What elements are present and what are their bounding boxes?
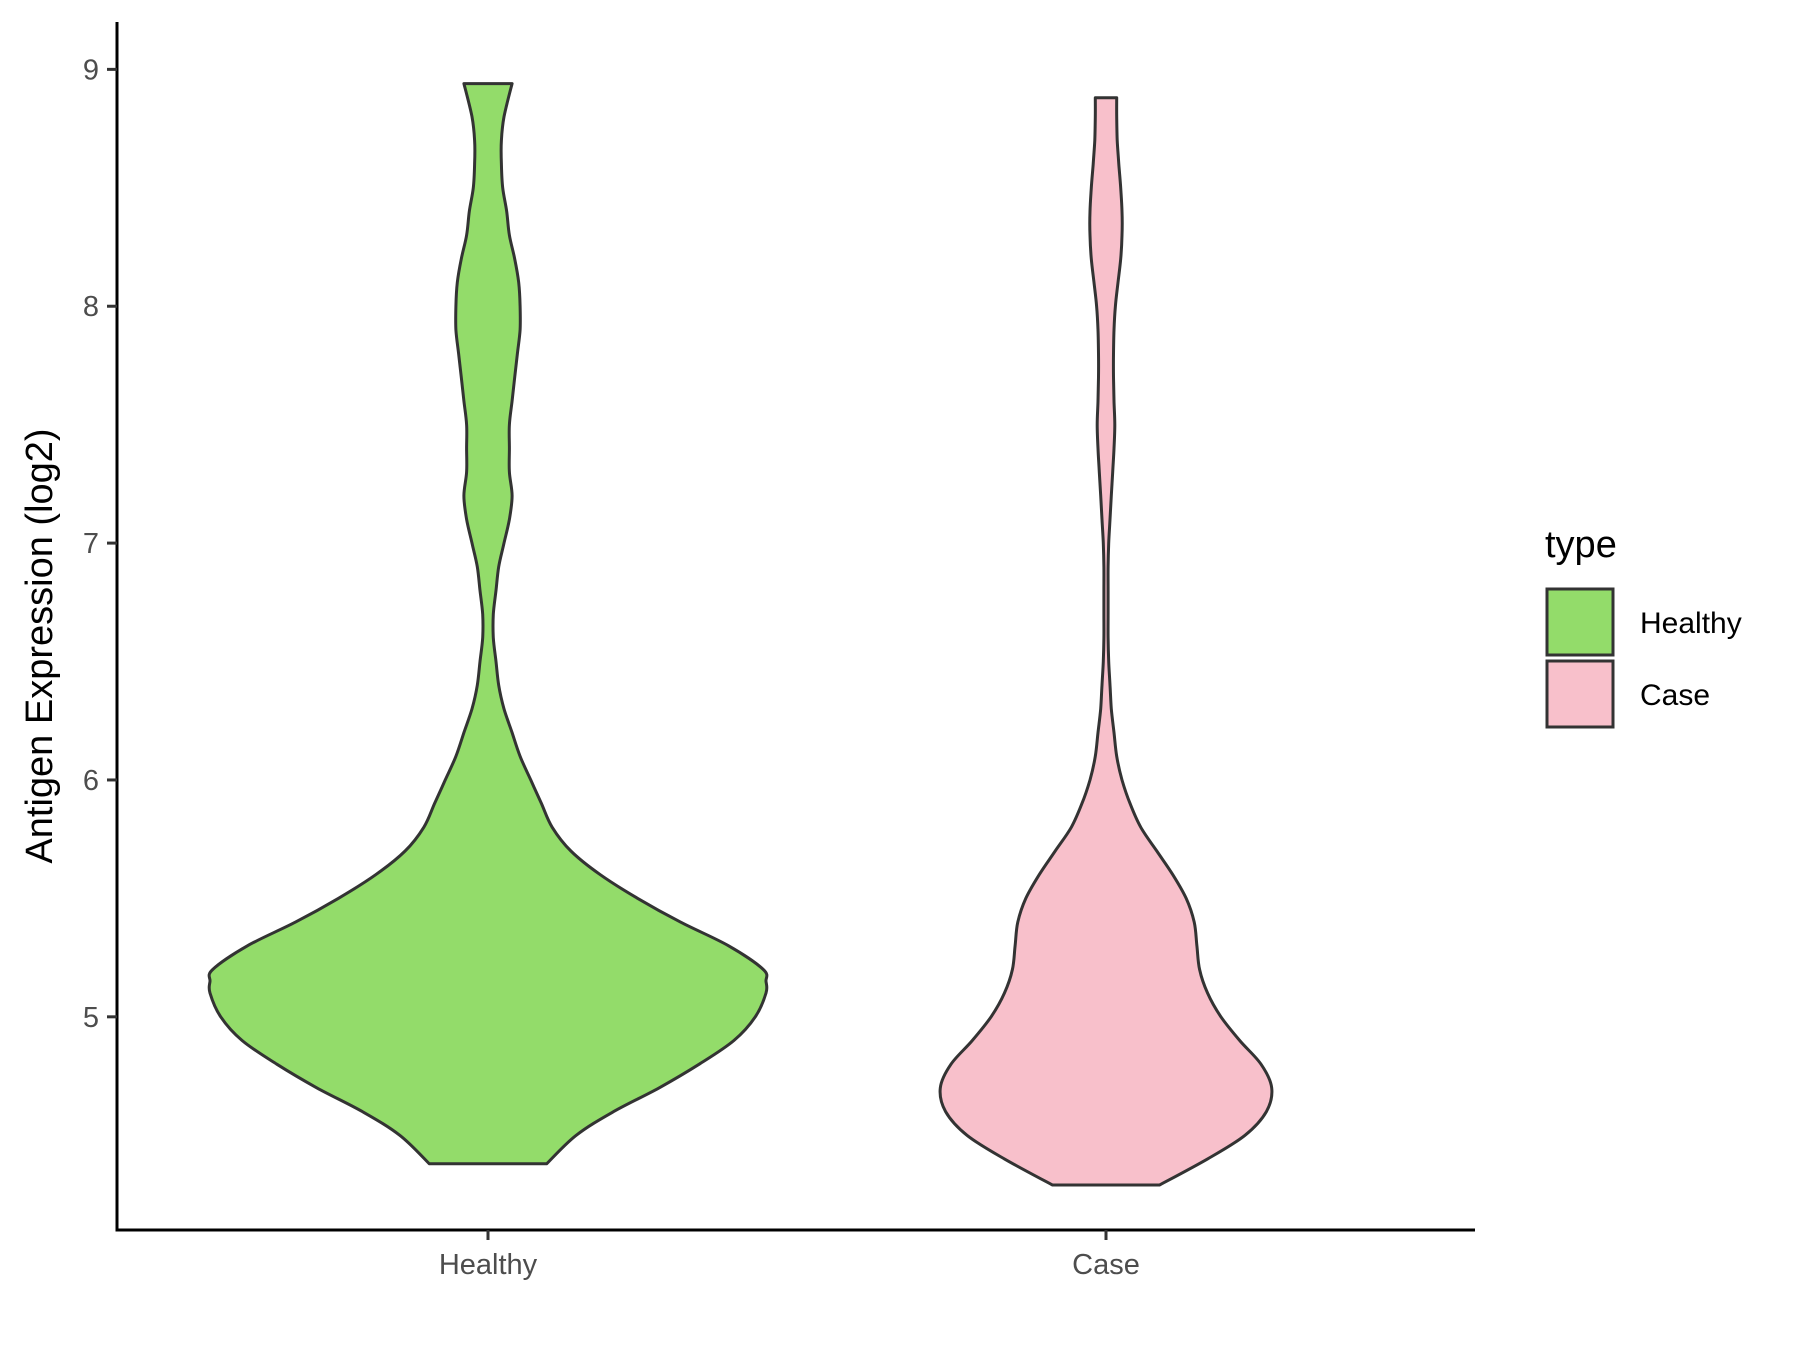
legend-swatch-case (1545, 659, 1615, 729)
legend-label-case: Case (1640, 679, 1710, 712)
y-tick-label: 7 (83, 528, 99, 560)
violin-case (938, 96, 1274, 1187)
y-axis-title: Antigen Expression (log2) (19, 428, 61, 863)
legend-label-healthy: Healthy (1640, 607, 1742, 640)
y-tick-label: 9 (83, 54, 99, 86)
axes (115, 22, 1475, 1232)
plot-area (207, 82, 1274, 1187)
x-tick-label-healthy: Healthy (439, 1249, 538, 1281)
x-tick-label-case: Case (1072, 1249, 1140, 1281)
y-tick-label: 6 (83, 765, 99, 797)
y-axis-ticks: 5 6 7 8 9 (83, 54, 117, 1034)
violin-healthy (207, 82, 769, 1166)
legend-title: type (1545, 524, 1617, 566)
y-tick-label: 5 (83, 1002, 99, 1034)
x-axis-ticks: Healthy Case (439, 1230, 1140, 1281)
legend-swatch-healthy (1545, 587, 1615, 657)
y-tick-label: 8 (83, 291, 99, 323)
legend: type Healthy Case (1545, 524, 1742, 729)
